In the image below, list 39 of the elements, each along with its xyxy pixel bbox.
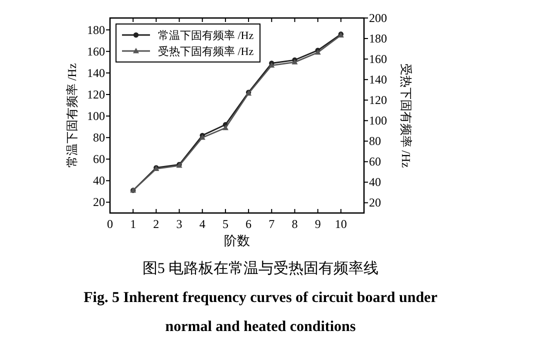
y2-tick-label: 60 bbox=[369, 154, 381, 169]
x-tick-label: 5 bbox=[222, 217, 228, 231]
x-tick-label: 1 bbox=[130, 217, 136, 231]
y-tick-label: 40 bbox=[93, 174, 105, 188]
y2-tick-label: 20 bbox=[369, 196, 381, 210]
y2-tick-label: 200 bbox=[369, 11, 387, 25]
x-tick-label: 9 bbox=[314, 217, 321, 231]
y2-tick-label: 80 bbox=[369, 134, 381, 148]
y-axis-title: 常温下固有频率 /Hz bbox=[65, 63, 79, 168]
x-tick-label: 8 bbox=[292, 217, 298, 231]
y2-tick-label: 180 bbox=[369, 32, 387, 46]
y2-tick-label: 100 bbox=[369, 114, 387, 128]
y-tick-label: 160 bbox=[87, 44, 105, 58]
text: normal and heated conditions bbox=[165, 319, 356, 335]
caption: 图5 电路板在常温与受热固有频率线 bbox=[142, 260, 379, 277]
x-tick-label: 10 bbox=[334, 217, 347, 231]
x-tick-label: 2 bbox=[153, 217, 160, 231]
point bbox=[222, 124, 228, 130]
y2-tick-label: 160 bbox=[369, 52, 387, 66]
legend-label: 常温下固有频率 /Hz bbox=[158, 29, 254, 42]
x-tick-label: 4 bbox=[199, 217, 206, 231]
y-tick-label: 60 bbox=[93, 152, 105, 166]
y-tick-label: 80 bbox=[93, 130, 105, 145]
y2-axis-title: 受热下固有频率 /Hz bbox=[399, 63, 413, 168]
y2-tick-label: 40 bbox=[369, 175, 381, 190]
x-tick-label: 6 bbox=[246, 217, 252, 231]
x-tick-label: 3 bbox=[176, 217, 182, 231]
legend-label: 受热下固有频率 /Hz bbox=[158, 45, 254, 58]
x-axis-title: 阶数 bbox=[224, 233, 250, 248]
y-tick-label: 180 bbox=[87, 22, 105, 37]
y-tick-label: 140 bbox=[87, 66, 105, 80]
x-tick-label: 7 bbox=[268, 217, 275, 231]
caption: Fig. 5 Inherent frequency curves of circuit board under bbox=[84, 290, 438, 306]
y-tick-label: 100 bbox=[87, 109, 105, 124]
y-tick-label: 20 bbox=[93, 195, 105, 210]
y-tick-label: 120 bbox=[87, 87, 105, 102]
x-tick-label: 0 bbox=[107, 217, 113, 231]
y2-tick-label: 140 bbox=[369, 72, 387, 87]
y2-tick-label: 120 bbox=[369, 93, 387, 108]
